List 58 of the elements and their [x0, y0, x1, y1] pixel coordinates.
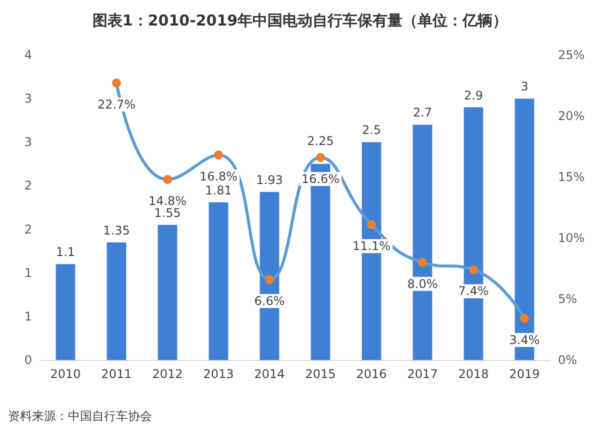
y2-tick-label: 20% — [558, 109, 585, 123]
point — [316, 152, 325, 162]
x-tick-label: 2019 — [509, 367, 540, 381]
chart-title: 图表1：2010-2019年中国电动自行车保有量（单位：亿辆） — [92, 12, 508, 30]
data-label: 16.6% — [301, 172, 340, 186]
y-tick-label: 0 — [24, 353, 32, 367]
point — [163, 174, 172, 184]
y-tick-label: 3 — [24, 92, 32, 106]
data-label: 1.93 — [256, 172, 283, 187]
y-tick-label: 1 — [24, 266, 32, 280]
y2-tick-label: 25% — [558, 48, 585, 62]
point — [367, 220, 376, 230]
data-label: 6.6% — [254, 294, 285, 308]
y-tick-label: 1 — [24, 309, 32, 324]
data-label: 1.35 — [103, 223, 130, 238]
y-tick-label: 2 — [24, 178, 32, 193]
y2-tick-label: 15% — [558, 170, 585, 184]
y-tick-label: 3 — [24, 135, 32, 150]
data-label: 1.55 — [154, 206, 181, 220]
data-label: 22.7% — [97, 98, 136, 112]
x-tick-label: 2013 — [203, 367, 234, 381]
point — [418, 258, 427, 267]
y2-tick-label: 5% — [558, 292, 578, 306]
x-tick-label: 2015 — [305, 367, 336, 381]
point — [265, 274, 274, 284]
bar — [56, 264, 76, 360]
text: 资料来源：中国自行车协会 — [8, 409, 152, 423]
data-label: 8.0% — [407, 276, 438, 291]
data-label: 1.81 — [205, 183, 232, 198]
point — [520, 314, 529, 324]
bar — [106, 242, 126, 360]
data-label: 2.5 — [362, 123, 382, 138]
x-tick-label: 2016 — [356, 367, 387, 381]
data-label: 14.8% — [148, 194, 187, 208]
x-tick-label: 2017 — [407, 367, 438, 381]
x-tick-label: 2012 — [152, 367, 183, 381]
x-tick-label: 2011 — [101, 367, 132, 381]
point — [112, 78, 121, 88]
y2-tick-label: 10% — [558, 231, 585, 245]
data-label: 3 — [520, 80, 528, 94]
data-label: 1.1 — [56, 245, 76, 260]
data-label: 11.1% — [352, 239, 391, 254]
point — [214, 150, 223, 160]
y2-tick-label: 0% — [558, 353, 578, 367]
data-label: 2.9 — [464, 88, 484, 102]
point — [469, 265, 478, 274]
x-tick-label: 2010 — [50, 367, 81, 381]
data-label: 2.25 — [307, 134, 334, 148]
data-label: 2.7 — [412, 106, 432, 120]
y-tick-label: 4 — [24, 48, 32, 62]
bar — [158, 224, 178, 360]
x-tick-label: 2018 — [458, 367, 489, 381]
x-tick-label: 2014 — [254, 367, 285, 381]
y-tick-label: 2 — [24, 222, 32, 236]
bar — [208, 202, 228, 360]
data-label: 3.4% — [509, 333, 540, 348]
data-label: 16.8% — [199, 170, 238, 184]
data-label: 7.4% — [458, 284, 489, 298]
